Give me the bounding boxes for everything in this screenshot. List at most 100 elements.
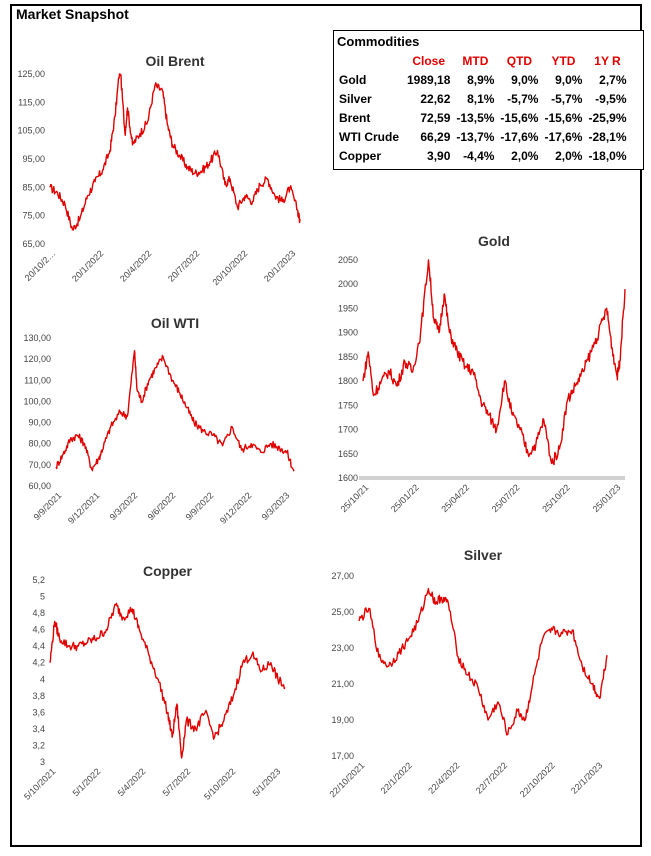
series-line [49, 602, 286, 759]
cell-close: 3,90 [427, 148, 451, 163]
cell-ytd: 9,0% [555, 72, 583, 87]
snapshot-frame [10, 4, 642, 847]
x-tick-label: 9/12/2021 [66, 490, 101, 525]
header-1y-return: 1Y R [594, 53, 621, 68]
chart-silver: Silver 17,00 19,00 21,00 23,00 25,00 27,00 22/1… [327, 547, 608, 799]
cell-ytd: -15,6% [544, 110, 583, 125]
chart-gold: Gold 1600 1650 1700 1750 1800 1850 1900 1950 2000… [338, 233, 626, 514]
x-tick-label: 22/4/2022 [426, 760, 461, 795]
x-tick-label: 5/1/2023 [251, 766, 283, 798]
cell-mtd: -4,4% [463, 148, 495, 163]
y-tick-label: 70,00 [28, 460, 51, 470]
chart-title: Oil WTI [151, 315, 199, 331]
x-tick-label: 5/4/2022 [116, 766, 148, 798]
cell-1y-return: -9,5% [595, 91, 627, 106]
y-tick-label: 3,2 [32, 740, 45, 750]
x-tick-label: 20/1/2022 [70, 248, 105, 283]
y-tick-label: 2050 [338, 255, 358, 265]
y-tick-label: 1850 [338, 352, 358, 362]
x-tick-label: 20/7/2022 [166, 248, 201, 283]
cell-mtd: -13,5% [456, 110, 495, 125]
y-tick-label: 2000 [338, 279, 358, 289]
y-tick-label: 27,00 [331, 571, 354, 581]
table-row-copper: Copper 3,90 -4,4% 2,0% 2,0% -18,0% [336, 146, 630, 165]
y-tick-label: 60,00 [28, 481, 51, 491]
y-tick-label: 25,00 [331, 607, 354, 617]
cell-mtd: -13,7% [456, 129, 495, 144]
y-tick-label: 4,6 [32, 625, 45, 635]
x-tick-label: 22/10/2021 [327, 760, 366, 799]
x-tick-label: 9/6/2022 [146, 490, 178, 522]
table-row-wti-crude: WTI Crude 66,29 -13,7% -17,6% -17,6% -28… [336, 127, 630, 146]
x-tick-label: 25/01/22 [389, 482, 421, 514]
cell-qtd: -17,6% [500, 129, 539, 144]
cell-close: 66,29 [420, 129, 451, 144]
cell-qtd: 9,0% [511, 72, 539, 87]
x-tick-label: 25/01/23 [591, 482, 623, 514]
x-tick-label: 25/04/22 [439, 482, 471, 514]
x-tick-label: 20/10/2… [23, 248, 58, 283]
y-tick-label: 65,00 [22, 239, 45, 249]
series-line [358, 587, 608, 736]
chart-copper: Copper 3 3,2 3,4 3,6 3,8 4 4,2 4,4 4,6 4,8 5 5,2 5/10… [22, 563, 286, 802]
x-tick-label: 9/3/2022 [108, 490, 140, 522]
cell-1y-return: -25,9% [588, 110, 627, 125]
x-tick-label: 5/1/2022 [71, 766, 103, 798]
cell-mtd: 8,1% [467, 91, 495, 106]
cell-qtd: -5,7% [507, 91, 539, 106]
x-tick-label: 20/4/2022 [118, 248, 153, 283]
y-tick-label: 125,00 [17, 69, 45, 79]
series-line [49, 73, 301, 231]
series-line [55, 350, 295, 472]
cell-close: 1989,18 [407, 72, 451, 87]
table-row-brent: Brent 72,59 -13,5% -15,6% -15,6% -25,9% [336, 108, 630, 127]
y-tick-label: 19,00 [331, 715, 354, 725]
x-tick-label: 25/10/22 [540, 482, 572, 514]
y-tick-label: 75,00 [22, 211, 45, 221]
x-tick-label: 9/9/2022 [184, 490, 216, 522]
y-tick-label: 3,4 [32, 724, 45, 734]
y-tick-label: 3,6 [32, 707, 45, 717]
y-tick-label: 5,2 [32, 575, 45, 585]
y-tick-label: 17,00 [331, 751, 354, 761]
x-tick-label: 25/10/21 [339, 482, 371, 514]
x-tick-label: 5/10/2022 [202, 766, 237, 801]
x-tick-label: 22/1/2022 [379, 760, 414, 795]
header-qtd: QTD [506, 53, 533, 68]
y-tick-label: 21,00 [331, 679, 354, 689]
cell-1y-return: -18,0% [588, 148, 627, 163]
row-name: WTI Crude [339, 129, 399, 144]
cell-ytd: -17,6% [544, 129, 583, 144]
chart-title: Oil Brent [145, 53, 204, 69]
table-caption: Commodities [337, 33, 420, 49]
y-tick-label: 4,4 [32, 641, 45, 651]
chart-title: Copper [143, 563, 193, 579]
row-name: Gold [339, 72, 367, 87]
chart-oil-brent: Oil Brent 65,00 75,00 85,00 95,00 105,00 115,0… [17, 53, 301, 287]
row-name: Copper [339, 148, 381, 163]
chart-title: Silver [464, 547, 503, 563]
header-mtd: MTD [462, 53, 489, 68]
x-tick-label: 25/07/22 [490, 482, 522, 514]
x-tick-label: 9/9/2021 [32, 490, 64, 522]
y-tick-label: 3,8 [32, 691, 45, 701]
page-title: Market Snapshot [16, 6, 129, 22]
y-tick-label: 23,00 [331, 643, 354, 653]
cell-close: 22,62 [420, 91, 451, 106]
y-tick-label: 120,00 [23, 354, 51, 364]
header-spacer [336, 51, 404, 70]
y-tick-label: 105,00 [17, 126, 45, 136]
x-tick-label: 22/10/2022 [518, 760, 557, 799]
x-tick-label: 5/7/2022 [161, 766, 193, 798]
y-tick-label: 4,8 [32, 608, 45, 618]
table-row-gold: Gold 1989,18 8,9% 9,0% 9,0% 2,7% [336, 70, 630, 89]
cell-close: 72,59 [420, 110, 451, 125]
header-close: Close [412, 53, 446, 68]
cell-1y-return: -28,1% [588, 129, 627, 144]
y-tick-label: 1900 [338, 328, 358, 338]
y-tick-label: 1750 [338, 400, 358, 410]
row-name: Brent [339, 110, 371, 125]
chart-title: Gold [478, 233, 510, 249]
y-tick-label: 1600 [338, 473, 358, 483]
series-line [362, 259, 626, 466]
